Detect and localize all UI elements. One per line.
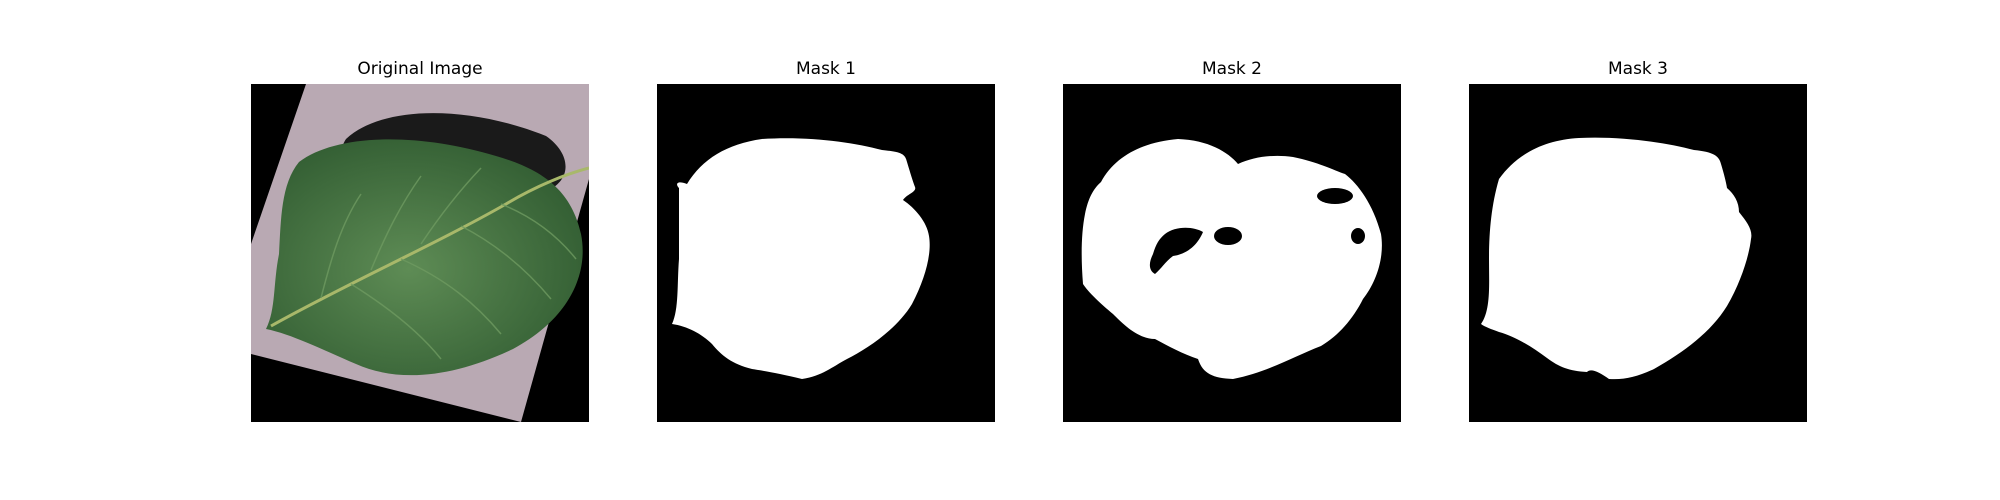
mask-hole	[1351, 228, 1365, 244]
panel-original-image: Original Image	[251, 57, 589, 422]
panel-mask-3: Mask 3	[1469, 57, 1807, 422]
mask-3-image	[1469, 84, 1807, 422]
panel-title: Mask 3	[1607, 59, 1668, 79]
leaf-midrib	[270, 166, 589, 328]
panel-mask-1: Mask 1	[657, 57, 995, 422]
panel-title: Original Image	[357, 59, 483, 79]
panel-title: Mask 1	[795, 59, 856, 79]
mask-hole	[1214, 227, 1242, 245]
mask-region	[1081, 139, 1382, 379]
mask-region	[1481, 137, 1752, 380]
mask-region	[672, 138, 930, 379]
mask-hole	[1317, 188, 1353, 204]
mask-hole	[1149, 227, 1203, 274]
mask-1-image	[657, 84, 995, 422]
leaf-blade	[266, 139, 583, 376]
panel-mask-2: Mask 2	[1063, 57, 1401, 422]
mask-2-image	[1063, 84, 1401, 422]
leaf-veins	[320, 167, 577, 360]
original-leaf-photo	[251, 84, 589, 422]
panel-title: Mask 2	[1201, 59, 1262, 79]
